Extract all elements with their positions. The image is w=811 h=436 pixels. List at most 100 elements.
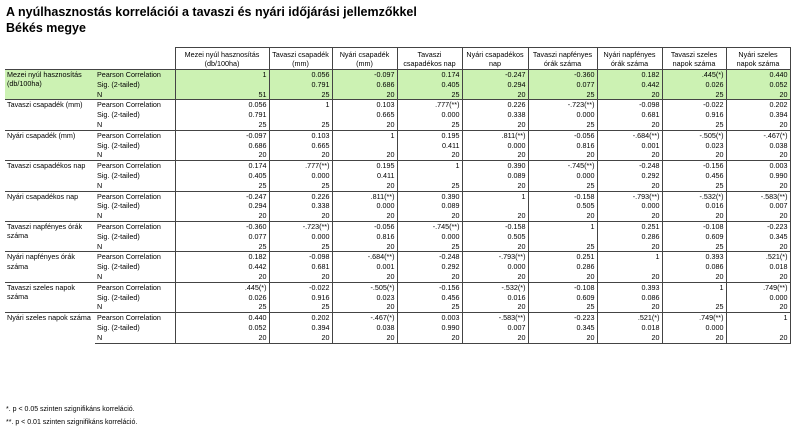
value-cell: 0.195 [396, 129, 463, 141]
table-row: N 20 20 20 20 20 20 20 20 20 [5, 211, 791, 222]
value-cell: 25 [661, 89, 727, 101]
value-cell: -0.097 [174, 129, 270, 141]
table-row: N 20 20 20 20 20 20 20 20 20 [5, 271, 791, 283]
value-cell: 20 [396, 150, 463, 162]
value-cell: 25 [268, 302, 333, 314]
correlation-table: Mezei nyúl hasznosítás (db/100ha) Tavasz… [5, 47, 791, 344]
value-cell: -.793(**) [461, 251, 529, 263]
value-cell: 20 [661, 271, 727, 283]
value-cell: 0.023 [661, 140, 727, 151]
value-cell: 0.665 [268, 140, 333, 151]
value-cell: 0.456 [661, 170, 727, 181]
value-cell: .445(*) [174, 281, 270, 293]
column-header: Nyári csapadékos nap [461, 47, 529, 70]
value-cell: -.532(*) [461, 281, 529, 293]
value-cell: 0.001 [331, 262, 398, 272]
value-cell: .521(*) [596, 312, 663, 323]
row-variable-label: Tavaszi csapadékos nap [5, 160, 95, 192]
stat-label: Pearson Correlation [95, 190, 175, 202]
value-cell: 0.816 [331, 231, 398, 242]
value-cell: -0.223 [725, 220, 791, 232]
value-cell: 0.202 [268, 312, 333, 323]
value-cell: 25 [396, 180, 463, 192]
value-cell: 0.023 [331, 292, 398, 303]
table-row: N 25 25 20 25 20 25 20 25 20 [5, 119, 791, 131]
value-cell: 0.077 [527, 79, 598, 90]
value-cell: 0.338 [268, 201, 333, 212]
value-cell: 0.251 [596, 220, 663, 232]
value-cell: 0.000 [661, 322, 727, 333]
value-cell: 0.292 [596, 170, 663, 181]
value-cell: 20 [596, 211, 663, 222]
value-cell: 20 [461, 332, 529, 344]
value-cell: 25 [174, 119, 270, 131]
stat-label: Sig. (2-tailed) [95, 79, 175, 90]
value-cell: 20 [461, 211, 529, 222]
table-row: Tavaszi szeles napok száma Pearson Correl… [5, 281, 791, 313]
value-cell: .777(**) [268, 160, 333, 171]
value-cell: 0.686 [331, 79, 398, 90]
stat-label: Sig. (2-tailed) [97, 201, 140, 211]
value-cell: 20 [331, 119, 398, 131]
value-cell: 0.390 [396, 190, 463, 202]
value-cell: .749(**) [661, 312, 727, 323]
value-cell: 20 [661, 150, 727, 162]
value-cell: 0.103 [331, 99, 398, 111]
value-cell: 1 [527, 220, 598, 232]
value-cell: -.505(*) [661, 129, 727, 141]
value-cell: .445(*) [661, 68, 727, 80]
table-row: Sig. (2-tailed) 0.405 0.000 0.411 0.089 0.000… [5, 170, 791, 181]
value-cell: 0.000 [461, 140, 529, 151]
value-cell: .811(**) [461, 129, 529, 141]
value-cell: -0.248 [596, 160, 663, 171]
value-cell: 0.456 [396, 292, 463, 303]
value-cell: 0.056 [174, 99, 270, 111]
value-cell: 0.405 [396, 79, 463, 90]
value-cell [596, 262, 663, 272]
column-header: Tavaszi napfényes órák száma [527, 47, 598, 70]
value-cell: 0.018 [725, 262, 791, 272]
stat-label: N [95, 302, 175, 314]
value-cell: 0.000 [396, 231, 463, 242]
value-cell: -0.108 [661, 220, 727, 232]
value-cell: 0.411 [331, 170, 398, 181]
value-cell: 20 [461, 180, 529, 192]
value-cell: 0.086 [661, 262, 727, 272]
value-cell: 0.089 [396, 201, 463, 212]
value-cell: 0.077 [174, 231, 270, 242]
value-cell: 25 [396, 89, 463, 101]
value-cell: 20 [661, 211, 727, 222]
value-cell: 0.000 [268, 231, 333, 242]
value-cell: 20 [527, 150, 598, 162]
value-cell: 1 [396, 160, 463, 171]
value-cell: 20 [331, 89, 398, 101]
stat-label: Pearson Correlation [95, 68, 175, 80]
value-cell: 0.393 [661, 251, 727, 263]
value-cell: -.505(*) [331, 281, 398, 293]
value-cell: 0.440 [174, 312, 270, 323]
stat-label: Sig. (2-tailed) [97, 110, 140, 120]
value-cell: 0.286 [527, 262, 598, 272]
value-cell: 20 [396, 271, 463, 283]
value-cell: 0.609 [527, 292, 598, 303]
row-variable-label: Nyári csapadék (mm) [5, 129, 95, 161]
value-cell: 0.016 [661, 201, 727, 212]
value-cell: 25 [268, 180, 333, 192]
value-cell: 0.345 [527, 322, 598, 333]
value-cell: 25 [661, 119, 727, 131]
value-cell: 0.182 [174, 251, 270, 263]
stat-label: Pearson Correlation [95, 160, 175, 171]
value-cell: 20 [331, 150, 398, 162]
value-cell: 0.791 [174, 110, 270, 120]
stat-label: Pearson Correlation [95, 281, 175, 293]
table-row: Sig. (2-tailed) 0.026 0.916 0.023 0.456 0.016… [5, 292, 791, 303]
value-cell: 0.026 [174, 292, 270, 303]
value-cell: 20 [268, 211, 333, 222]
value-cell: 0.000 [268, 170, 333, 181]
value-cell: 25 [527, 89, 598, 101]
value-cell: 0.505 [461, 231, 529, 242]
value-cell: 20 [527, 211, 598, 222]
value-cell: 0.000 [461, 262, 529, 272]
value-cell: 20 [331, 180, 398, 192]
value-cell: .749(**) [725, 281, 791, 293]
